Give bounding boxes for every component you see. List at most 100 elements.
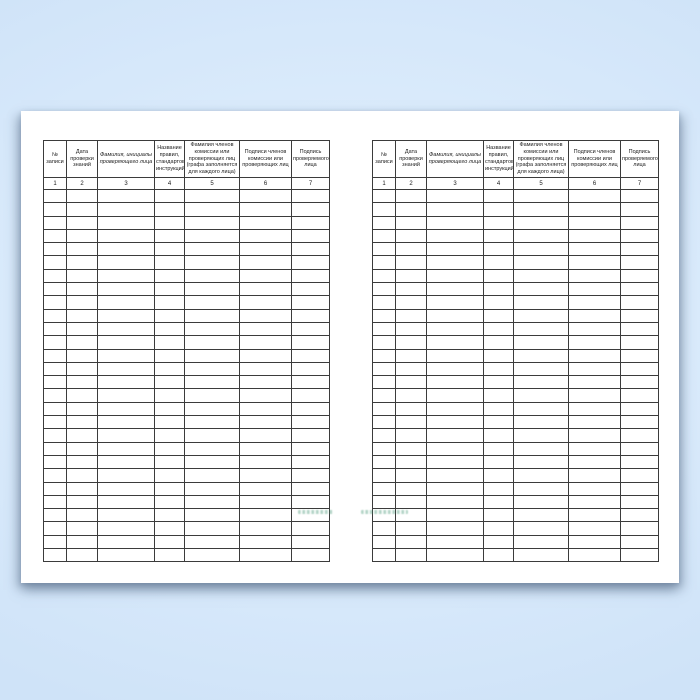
empty-cell [66, 348, 98, 363]
empty-cell [372, 202, 396, 217]
empty-cell [513, 202, 569, 217]
empty-cell [291, 228, 330, 244]
empty-cell [483, 521, 514, 536]
column-number-1: 1 [372, 177, 396, 190]
empty-cell [66, 202, 98, 217]
empty-cell [43, 468, 67, 483]
empty-cell [66, 228, 98, 244]
empty-cell [372, 375, 396, 390]
watermark-fragment [298, 510, 333, 514]
empty-cell [426, 428, 484, 443]
empty-cell [426, 255, 484, 270]
empty-cell [483, 401, 514, 417]
empty-cell [426, 454, 484, 470]
empty-cell [483, 468, 514, 483]
column-number-5: 5 [513, 177, 569, 190]
empty-cell [43, 228, 67, 244]
empty-cell [372, 295, 396, 310]
empty-cell [620, 361, 659, 377]
empty-cell [66, 401, 98, 417]
column-header-3: Фамилия, инициалы проверяющего лица [97, 140, 155, 178]
empty-cell [43, 454, 67, 470]
empty-cell [372, 494, 396, 510]
empty-cell [239, 548, 292, 563]
table-row [43, 188, 330, 204]
empty-cell [395, 188, 427, 204]
empty-cell [620, 468, 659, 483]
empty-cell [372, 468, 396, 483]
empty-cell [291, 468, 330, 483]
table-row [43, 255, 330, 270]
empty-cell [568, 375, 621, 390]
empty-cell [291, 441, 330, 456]
empty-cell [395, 268, 427, 284]
empty-cell [372, 335, 396, 350]
empty-cell [513, 401, 569, 417]
empty-cell [154, 268, 185, 284]
empty-cell [620, 508, 659, 523]
table-row [43, 268, 330, 284]
empty-cell [184, 295, 240, 310]
empty-cell [43, 295, 67, 310]
column-number-5: 5 [184, 177, 240, 190]
empty-cell [291, 295, 330, 310]
empty-cell [568, 454, 621, 470]
table-row [43, 481, 330, 496]
empty-cell [513, 521, 569, 536]
empty-cell [372, 401, 396, 417]
table-row [372, 375, 659, 390]
empty-cell [184, 188, 240, 204]
empty-cell [513, 508, 569, 523]
table-row [43, 282, 330, 297]
empty-cell [66, 388, 98, 403]
empty-cell [483, 494, 514, 510]
empty-cell [291, 202, 330, 217]
empty-cell [513, 268, 569, 284]
empty-cell [97, 521, 155, 536]
watermark-fragment [361, 510, 408, 514]
empty-cell [620, 494, 659, 510]
column-header-2: Дата проверки знаний [395, 140, 427, 178]
empty-cell [291, 415, 330, 430]
table-row [43, 521, 330, 536]
column-number-6: 6 [568, 177, 621, 190]
table-row [43, 454, 330, 470]
empty-cell [426, 548, 484, 563]
empty-cell [66, 188, 98, 204]
empty-cell [184, 282, 240, 297]
empty-cell [568, 441, 621, 456]
empty-cell [620, 388, 659, 403]
empty-cell [620, 308, 659, 323]
empty-cell [513, 242, 569, 257]
empty-cell [568, 401, 621, 417]
empty-cell [291, 242, 330, 257]
empty-cell [372, 228, 396, 244]
empty-cell [620, 188, 659, 204]
empty-cell [483, 375, 514, 390]
empty-cell [483, 308, 514, 323]
column-header-2: Дата проверки знаний [66, 140, 98, 178]
empty-cell [154, 388, 185, 403]
empty-cell [513, 534, 569, 550]
empty-cell [43, 308, 67, 323]
empty-cell [568, 228, 621, 244]
column-header-4: Название правил, стандартов, инструкций [154, 140, 185, 178]
empty-cell [66, 268, 98, 284]
empty-cell [395, 441, 427, 456]
empty-cell [239, 335, 292, 350]
empty-cell [66, 308, 98, 323]
table-row [372, 215, 659, 230]
empty-cell [239, 494, 292, 510]
empty-cell [154, 361, 185, 377]
empty-cell [620, 454, 659, 470]
empty-cell [43, 401, 67, 417]
table-row [372, 308, 659, 323]
journal-table-left: № записи Дата проверки знаний Фамилия, ини… [43, 140, 330, 563]
table-row [43, 321, 330, 337]
empty-cell [372, 481, 396, 496]
empty-cell [43, 215, 67, 230]
empty-cell [291, 454, 330, 470]
table-row [43, 228, 330, 244]
empty-cell [372, 348, 396, 363]
empty-cell [239, 361, 292, 377]
